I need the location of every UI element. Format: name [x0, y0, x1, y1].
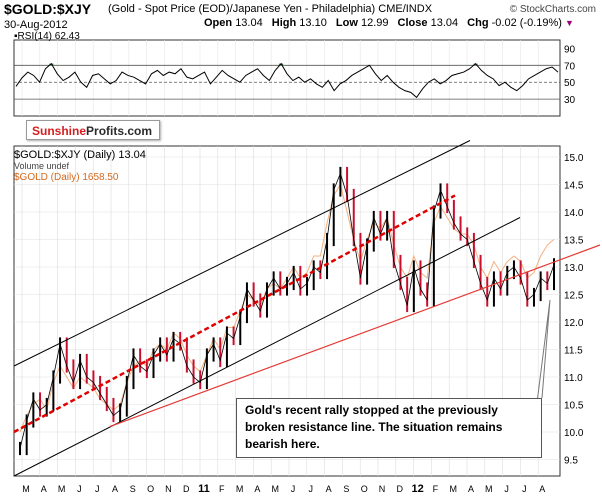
- legend-price: $GOLD:$XJY (Daily) 13.04: [14, 149, 146, 161]
- chart-description: (Gold - Spot Price (EOD)/Japanese Yen - …: [108, 3, 433, 15]
- price-tick-label: 11.5: [564, 346, 583, 357]
- x-tick-label: N: [165, 484, 172, 494]
- copyright: © StockCharts.com: [509, 4, 596, 15]
- rsi-tick-label: 50: [564, 78, 576, 89]
- price-tick-label: 10.0: [564, 428, 584, 439]
- resistance-line: [109, 244, 601, 428]
- upper-channel-line: [13, 140, 471, 367]
- chart-date: 30-Aug-2012: [4, 19, 68, 31]
- x-tick-label: D: [183, 484, 190, 494]
- logo-part2: Profits.com: [86, 124, 153, 138]
- rsi-legend: ▪RSI(14) 62.43: [14, 31, 80, 42]
- x-tick-label: S: [130, 484, 136, 494]
- price-tick-label: 14.0: [564, 208, 584, 219]
- price-tick-label: 12.5: [564, 291, 584, 302]
- rsi-legend-text: RSI(14) 62.43: [17, 31, 80, 42]
- rsi-overbought-fill: [473, 63, 478, 66]
- rsi-tick-label: 90: [564, 44, 576, 55]
- x-tick-label: J: [504, 484, 509, 494]
- x-tick-label: A: [326, 484, 332, 494]
- x-tick-label: 12: [411, 483, 423, 495]
- x-tick-label: A: [112, 484, 118, 494]
- dashed-support-line: [13, 194, 456, 434]
- ohlc-readout: Open 13.04 High 13.10 Low 12.99 Close 13…: [204, 17, 574, 29]
- x-tick-label: M: [485, 484, 493, 494]
- price-tick-label: 13.5: [564, 236, 584, 247]
- legend-gold: $GOLD (Daily) 1658.50: [14, 172, 119, 183]
- x-tick-label: A: [539, 484, 545, 494]
- lower-channel-line: [13, 217, 521, 477]
- close-label: Close: [397, 17, 428, 29]
- x-tick-label: J: [309, 484, 314, 494]
- down-arrow-icon: ▼: [565, 18, 574, 28]
- chart-symbol: $GOLD:$XJY: [4, 1, 92, 17]
- x-tick-label: F: [433, 484, 439, 494]
- x-tick-label: N: [379, 484, 386, 494]
- x-tick-label: J: [77, 484, 82, 494]
- price-tick-label: 15.0: [564, 153, 584, 164]
- rsi-line: [15, 62, 559, 99]
- price-panel-frame: [13, 145, 561, 477]
- open-value: 13.04: [235, 17, 263, 29]
- x-tick-label: J: [522, 484, 527, 494]
- x-tick-label: M: [22, 484, 30, 494]
- low-label: Low: [335, 17, 358, 29]
- x-tick-label: O: [361, 484, 368, 494]
- annotation-box: Gold's recent rally stopped at the previ…: [236, 398, 542, 458]
- chg-label: Chg: [467, 17, 489, 29]
- sunshine-profits-logo: SunshineProfits.com: [26, 120, 160, 140]
- x-tick-label: M: [449, 484, 457, 494]
- low-value: 12.99: [360, 17, 389, 29]
- price-tick-label: 12.0: [564, 318, 584, 329]
- rsi-tick-label: 30: [564, 95, 576, 106]
- x-tick-label: M: [271, 484, 279, 494]
- x-tick-label: A: [41, 484, 47, 494]
- price-tick-label: 9.5: [564, 456, 578, 467]
- price-tick-label: 11.0: [564, 373, 583, 384]
- x-tick-label: M: [58, 484, 66, 494]
- price-tick-label: 14.5: [564, 181, 584, 192]
- chg-value: -0.02 (-0.19%): [491, 17, 562, 29]
- price-legend: $GOLD:$XJY (Daily) 13.04 Volume undef $G…: [14, 149, 146, 184]
- rsi-panel-frame: [13, 39, 561, 117]
- x-tick-label: 11: [198, 483, 210, 495]
- open-label: Open: [204, 17, 233, 29]
- x-tick-label: O: [147, 484, 154, 494]
- x-tick-label: D: [397, 484, 404, 494]
- x-tick-label: F: [219, 484, 225, 494]
- price-tick-label: 13.0: [564, 263, 584, 274]
- logo-part1: Sunshine: [32, 124, 87, 138]
- price-tick-label: 10.5: [564, 401, 584, 412]
- high-value: 13.10: [299, 17, 327, 29]
- x-tick-label: J: [291, 484, 296, 494]
- legend-volume: Volume undef: [14, 161, 70, 171]
- rsi-icon: ▪: [14, 31, 18, 42]
- rsi-tick-label: 70: [564, 61, 576, 72]
- x-tick-label: A: [254, 484, 260, 494]
- x-tick-label: J: [95, 484, 100, 494]
- x-tick-label: M: [236, 484, 244, 494]
- price-line: [19, 172, 555, 449]
- high-label: High: [271, 17, 297, 29]
- x-tick-label: S: [343, 484, 349, 494]
- close-value: 13.04: [430, 17, 459, 29]
- x-tick-label: A: [468, 484, 474, 494]
